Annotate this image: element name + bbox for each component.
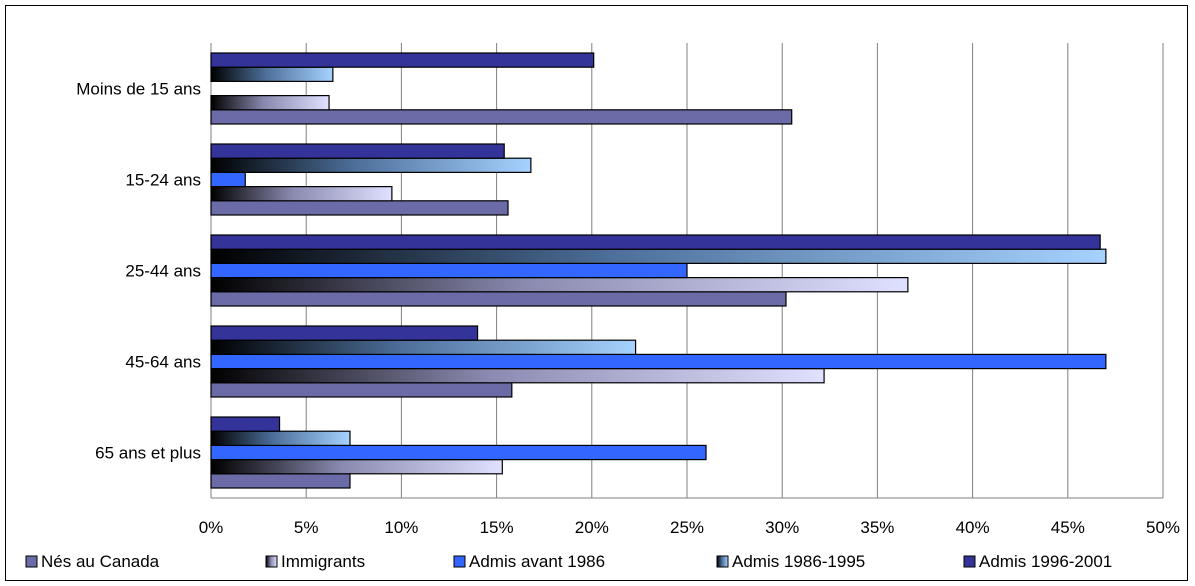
bar-immigrants-2 [210,277,909,293]
legend-label: Admis avant 1986 [469,552,605,571]
bar-immigrants-0 [210,459,503,475]
bar-admis-avant-1986-3 [210,171,246,188]
category-label: 15-24 ans [125,171,201,190]
category-label: 45-64 ans [125,353,201,372]
bar-n-s-au-canada-4 [210,109,793,125]
bar-admis-avant-1986-0 [210,444,707,461]
bar-admis-1996-2001-0 [210,416,281,432]
bar-n-s-au-canada-2 [210,291,787,307]
x-tick-label: 40% [956,518,990,537]
category-label: Moins de 15 ans [76,80,201,99]
x-tick-label: 5% [294,518,319,537]
x-tick-label: 25% [670,518,704,537]
legend: Nés au Canada Immigrants Admis avant 1986 A… [25,552,1112,571]
x-tick-label: 15% [480,518,514,537]
x-tick-label: 30% [765,518,799,537]
x-tick-label: 45% [1051,518,1085,537]
x-tick-label: 50% [1146,518,1180,537]
legend-swatch [265,555,278,568]
bar-admis-1986-1995-3 [210,157,532,173]
chart-frame: 65 ans et plus 45-64 ans 25-44 ans 15-24 an… [5,5,1188,581]
bar-chart: 65 ans et plus 45-64 ans 25-44 ans 15-24 an… [25,43,1180,571]
bar-admis-1986-1995-2 [210,248,1107,264]
category-label: 25-44 ans [125,262,201,281]
bar-n-s-au-canada-3 [210,200,509,216]
legend-label: Admis 1986-1995 [732,552,865,571]
x-tick-label: 20% [575,518,609,537]
bars [210,52,1107,489]
x-tick-label: 0% [199,518,224,537]
legend-swatch [963,555,976,568]
bar-n-s-au-canada-1 [210,382,513,398]
legend-label: Nés au Canada [41,552,160,571]
bar-admis-avant-1986-1 [210,353,1107,370]
bar-admis-1986-1995-1 [210,339,637,356]
bar-admis-1986-1995-0 [210,430,351,447]
bar-admis-1996-2001-2 [210,234,1101,250]
bar-admis-1996-2001-3 [210,143,505,159]
bar-admis-avant-1986-2 [210,262,688,279]
bar-immigrants-1 [210,368,825,384]
x-tick-label: 35% [860,518,894,537]
legend-label: Admis 1996-2001 [979,552,1112,571]
category-labels: 65 ans et plus 45-64 ans 25-44 ans 15-24 an… [76,80,201,463]
legend-swatch [453,555,466,568]
x-tick-label: 10% [384,518,418,537]
category-label: 65 ans et plus [95,444,201,463]
bar-admis-1996-2001-4 [210,52,595,68]
bar-admis-1986-1995-4 [210,66,334,83]
legend-swatch [25,555,38,568]
bar-admis-1996-2001-1 [210,325,479,341]
bar-immigrants-3 [210,186,393,202]
legend-label: Immigrants [281,552,365,571]
bar-immigrants-4 [210,94,330,111]
bar-n-s-au-canada-0 [210,473,351,489]
legend-swatch [716,555,729,568]
tick-labels: 0% 5% 10% 15% 20% 25% 30% 35% 40% 45% 50% [199,518,1180,537]
